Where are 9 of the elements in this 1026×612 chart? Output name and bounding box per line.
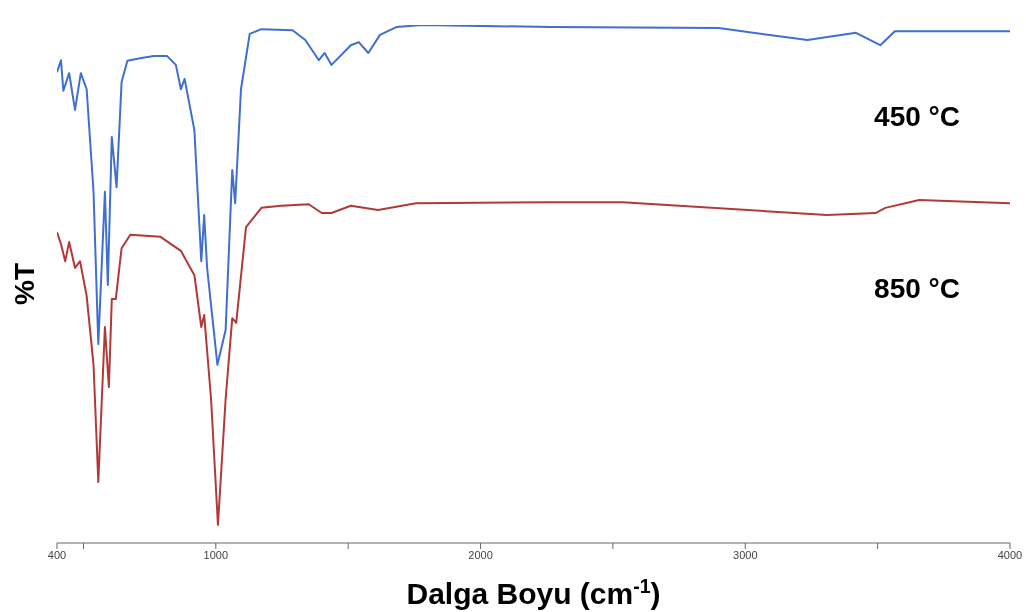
x-tick-label: 4000 <box>997 548 1023 561</box>
y-axis-title: %T <box>9 263 40 305</box>
text: 850 °C <box>874 273 960 305</box>
x-axis-title: Dalga Boyu (cm$^{-1}$) <box>406 575 661 610</box>
x-tick-label: 1000 <box>203 548 229 561</box>
x-tick-label: 2000 <box>468 548 493 561</box>
x-tick-label: 400 <box>47 548 67 561</box>
x-tick-label: 3000 <box>733 548 758 561</box>
text: 450 °C <box>874 101 960 133</box>
